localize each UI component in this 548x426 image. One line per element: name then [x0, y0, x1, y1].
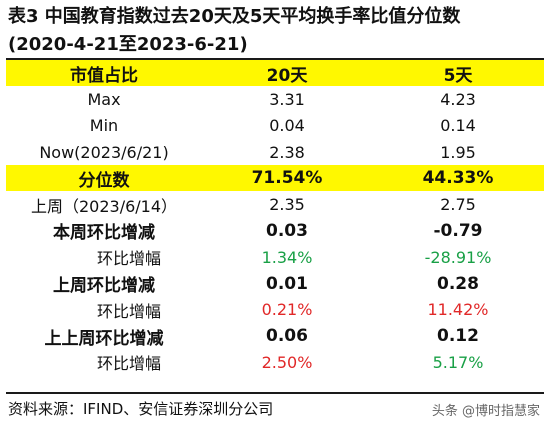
watermark: 头条 @博时指慧家	[431, 404, 540, 419]
row-label: 上周（2023/6/14）	[30, 196, 178, 216]
row-label: 上周环比增减	[53, 276, 155, 297]
value-20d: 0.04	[269, 116, 305, 136]
value-5d: 0.14	[440, 116, 476, 136]
value-5d: 2.75	[440, 195, 476, 215]
value-20d: 0.06	[266, 326, 308, 347]
value-20d: 71.54%	[202, 165, 372, 192]
table-row: 环比增幅 0.21% 11.42%	[6, 297, 544, 323]
table-row: Min 0.04 0.14	[6, 113, 544, 139]
value-5d: 0.28	[437, 273, 479, 294]
source-note: 资料来源：IFIND、安信证券深圳分公司	[8, 400, 274, 418]
table-row: 环比增幅 1.34% -28.91%	[6, 244, 544, 270]
value-20d: 0.03	[266, 220, 308, 241]
value-20d: 0.01	[266, 273, 308, 294]
value-5d: -0.79	[433, 220, 483, 241]
table-title: 表3 中国教育指数过去20天及5天平均换手率比值分位数	[8, 6, 461, 27]
value-5d: 4.23	[440, 89, 476, 109]
row-label: 环比增幅	[96, 249, 161, 269]
row-label: 上上周环比增减	[44, 328, 164, 349]
table-row: 环比增幅 2.50% 5.17%	[6, 349, 544, 375]
header-cell: 20天	[202, 60, 372, 87]
value-20d: 2.35	[269, 195, 305, 215]
value-5d: 11.42%	[427, 300, 489, 320]
bottom-rule	[6, 392, 544, 394]
value-20d: 3.31	[269, 89, 305, 109]
table-row: 上周环比增减 0.01 0.28	[6, 270, 544, 297]
table-row: Now(2023/6/21) 2.38 1.95	[6, 139, 544, 165]
value-5d: 44.33%	[372, 165, 544, 192]
row-label: Min	[89, 116, 119, 136]
value-20d: 0.21%	[261, 300, 313, 320]
row-label: 环比增幅	[96, 301, 161, 321]
value-5d: 1.95	[440, 142, 476, 162]
table-row: 上上周环比增减 0.06 0.12	[6, 323, 544, 349]
row-label: 分位数	[6, 165, 202, 192]
turnover-ratio-table: 市值占比 20天 5天 Max 3.31 4.23 Min 0.04 0.14 …	[6, 60, 544, 376]
header-cell: 市值占比	[6, 60, 202, 87]
value-5d: 0.12	[437, 326, 479, 347]
header-cell: 5天	[372, 60, 544, 87]
table-subtitle: (2020-4-21至2023-6-21)	[8, 34, 248, 55]
table-row: 上周（2023/6/14） 2.35 2.75	[6, 191, 544, 217]
value-5d: -28.91%	[424, 247, 492, 267]
table-row: Max 3.31 4.23	[6, 86, 544, 112]
value-20d: 2.50%	[261, 352, 313, 372]
row-label: 环比增幅	[96, 354, 161, 374]
top-rule	[6, 58, 544, 60]
table-header-row: 市值占比 20天 5天	[6, 60, 544, 87]
row-label: Max	[87, 89, 121, 109]
table-row: 本周环比增减 0.03 -0.79	[6, 218, 544, 244]
row-label: 本周环比增减	[53, 223, 155, 244]
value-20d: 1.34%	[261, 247, 313, 267]
percentile-row: 分位数 71.54% 44.33%	[6, 165, 544, 192]
value-5d: 5.17%	[432, 352, 484, 372]
row-label: Now(2023/6/21)	[39, 142, 169, 162]
value-20d: 2.38	[269, 142, 305, 162]
